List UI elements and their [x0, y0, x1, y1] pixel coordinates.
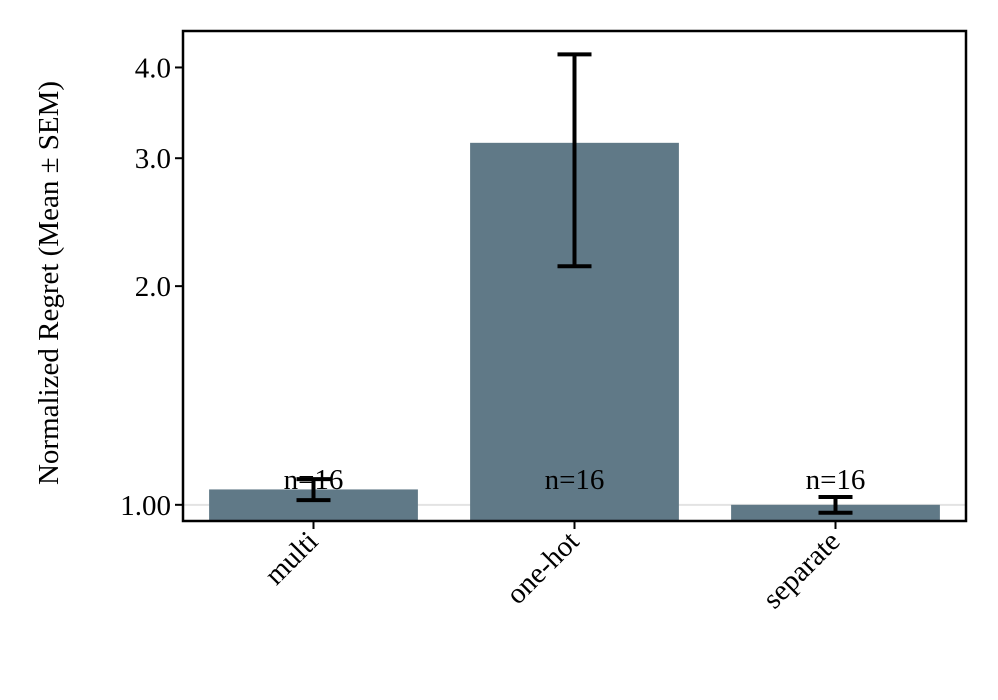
error-bar [818, 495, 853, 515]
error-bar [557, 52, 592, 269]
x-tick-label: one-hot [500, 525, 585, 610]
error-bar [296, 477, 331, 503]
bar-annotation: n=16 [545, 464, 605, 496]
bar-annotation: n=16 [806, 464, 866, 496]
x-tick-label: separate [757, 525, 847, 615]
y-tick-label: 3.0 [135, 143, 171, 175]
y-tick-label: 2.0 [135, 271, 171, 303]
plot-frame [181, 29, 968, 523]
x-tick-label: multi [259, 525, 325, 591]
y-tick-label: 1.00 [120, 490, 171, 522]
y-axis-label: Normalized Regret (Mean ± SEM) [33, 81, 65, 485]
y-tick-label: 4.0 [135, 52, 171, 84]
